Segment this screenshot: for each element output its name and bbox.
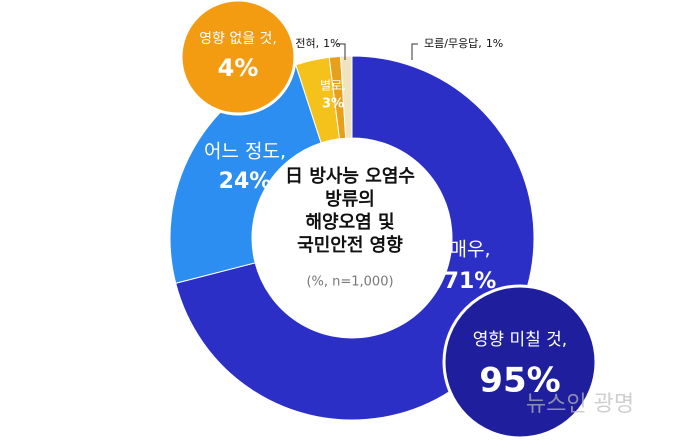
value-label: 1% (323, 37, 340, 50)
title-line: 日 방사능 오염수 (285, 166, 415, 187)
title-line: 국민안전 영향 (297, 235, 403, 256)
summary-value: 4% (218, 54, 259, 82)
value-label: 1% (486, 37, 503, 50)
category-label: 별로, (320, 79, 346, 93)
watermark: 뉴스인 광명 (526, 392, 634, 417)
summary-label: 영향 없을 것, (199, 31, 277, 47)
summary-label: 영향 미칠 것, (473, 330, 567, 350)
value-label: 71% (444, 269, 497, 294)
category-label: 전혀, (295, 37, 319, 50)
category-label: 매우, (450, 239, 491, 261)
category-label: 모름/무응답, (424, 37, 482, 50)
value-label: 24% (219, 169, 272, 194)
donut-segment (175, 55, 535, 421)
summary-value: 95% (479, 361, 560, 401)
leader-line (411, 43, 418, 60)
leader-line (336, 43, 346, 60)
donut-segment (340, 55, 353, 139)
title-line: 방류의 (325, 189, 375, 210)
subtitle: (%, n=1,000) (306, 275, 393, 290)
segment-label: 전혀, 1% (295, 37, 340, 50)
summary-bubble (179, 0, 297, 116)
category-label: 어느 정도, (204, 141, 286, 163)
title-line: 해양오염 및 (305, 212, 394, 233)
value-label: 3% (322, 97, 344, 112)
segment-label: 모름/무응답, 1% (424, 37, 503, 50)
summary-bubble (442, 284, 598, 440)
